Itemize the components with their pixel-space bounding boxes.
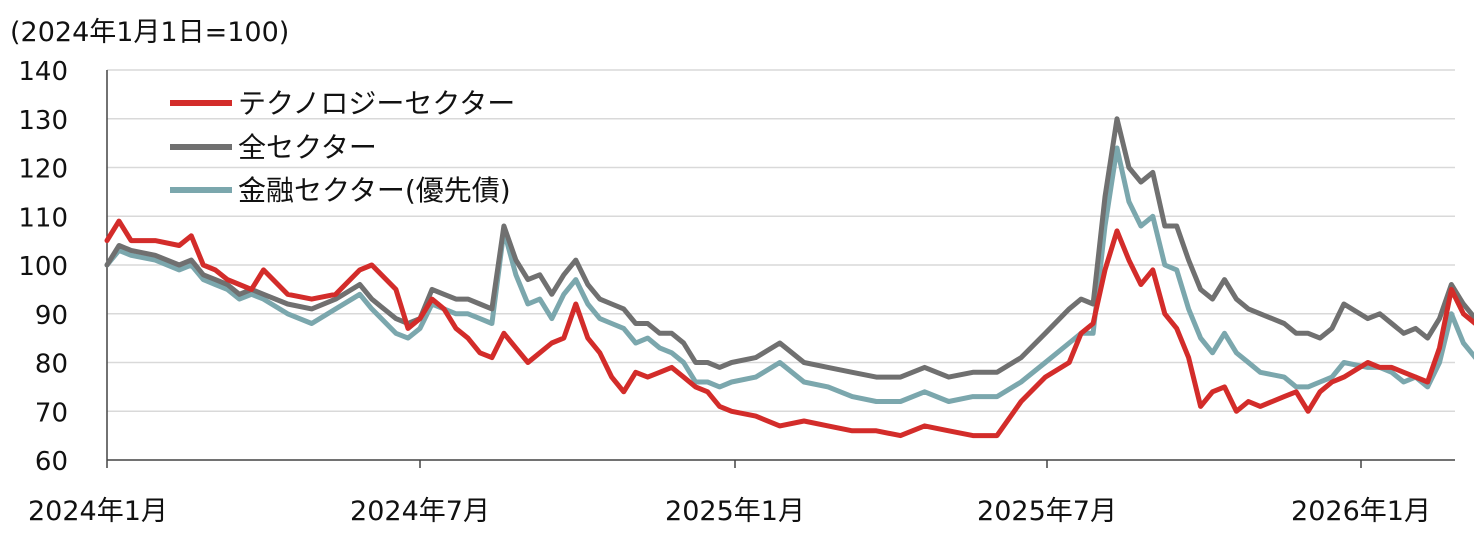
y-tick-label: 140: [18, 57, 68, 87]
x-tick-label: 2025年1月: [665, 496, 805, 527]
x-tick-label: 2024年7月: [350, 496, 490, 527]
y-tick-label: 120: [18, 155, 68, 185]
x-tick-label: 2024年1月: [28, 496, 168, 527]
y-tick-label: 90: [35, 301, 68, 331]
series-line: [104, 218, 1474, 439]
x-tick-label: 2026年1月: [1291, 496, 1431, 527]
y-tick-label: 130: [18, 106, 68, 136]
legend-label: テクノロジーセクター: [238, 87, 515, 120]
legend-label: 金融セクター(優先債): [238, 174, 511, 207]
y-tick-label: 100: [18, 252, 68, 282]
y-unit-label: (2024年1月1日=100): [10, 17, 290, 48]
x-tick-label: 2025年7月: [977, 496, 1117, 527]
y-tick-label: 70: [35, 398, 68, 428]
y-tick-label: 60: [35, 447, 68, 477]
legend-label: 全セクター: [238, 131, 377, 164]
series-line: [104, 116, 1474, 380]
y-tick-label: 110: [18, 203, 68, 233]
y-tick-label: 80: [35, 350, 68, 380]
